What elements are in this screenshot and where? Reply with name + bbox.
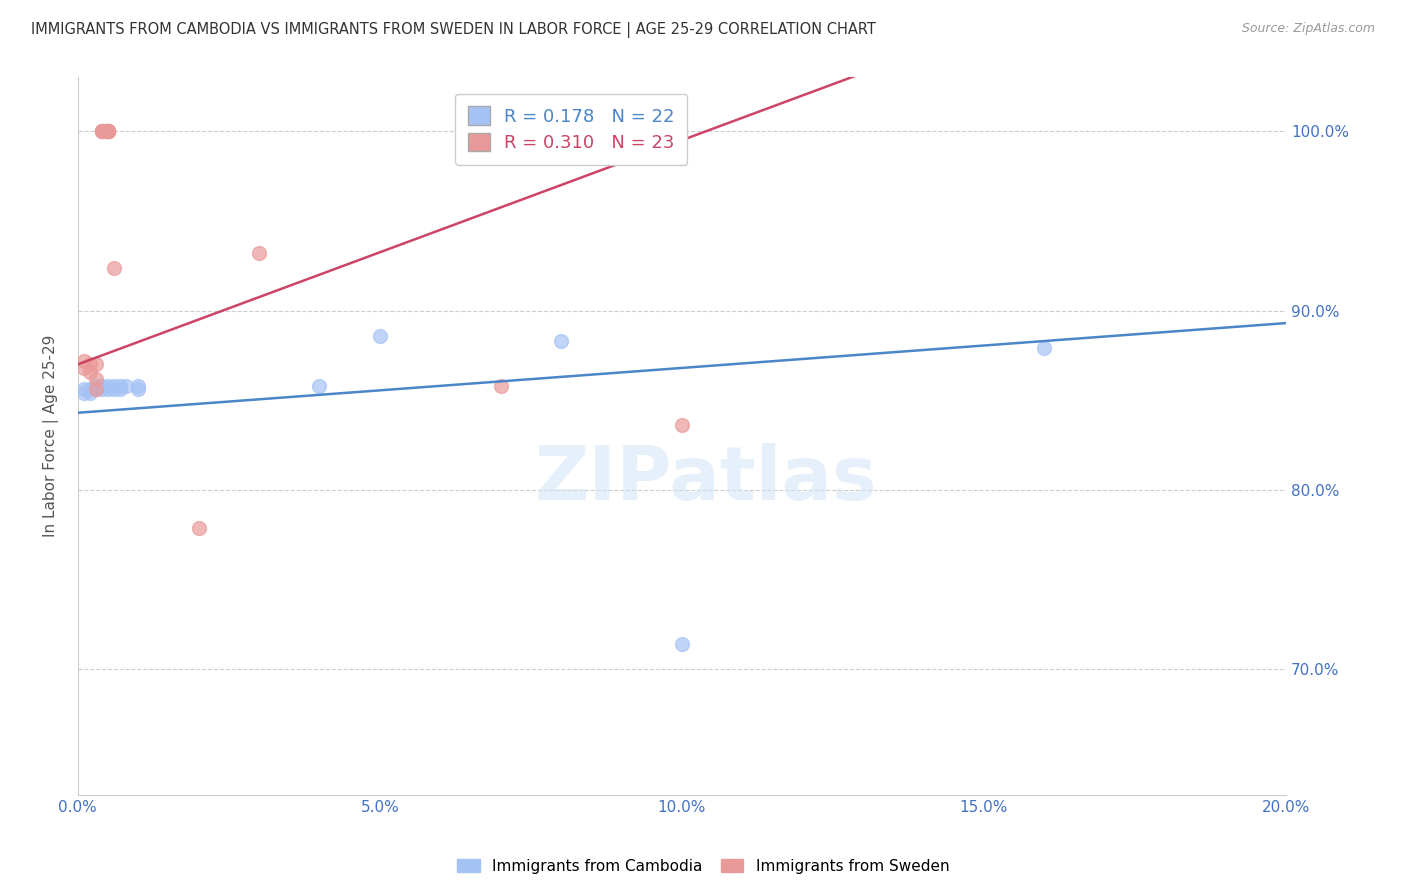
Point bbox=[489, 379, 512, 393]
Point bbox=[84, 383, 107, 397]
Point bbox=[671, 418, 693, 433]
Point bbox=[97, 383, 120, 397]
Point bbox=[97, 124, 120, 138]
Point bbox=[308, 379, 330, 393]
Point bbox=[187, 520, 209, 534]
Point bbox=[79, 364, 101, 378]
Point bbox=[79, 383, 101, 397]
Point bbox=[97, 379, 120, 393]
Point bbox=[91, 379, 114, 393]
Point bbox=[108, 379, 131, 393]
Point bbox=[103, 383, 125, 397]
Point bbox=[97, 124, 120, 138]
Legend: Immigrants from Cambodia, Immigrants from Sweden: Immigrants from Cambodia, Immigrants fro… bbox=[450, 853, 956, 880]
Point bbox=[73, 386, 96, 401]
Point bbox=[91, 124, 114, 138]
Text: ZIPatlas: ZIPatlas bbox=[534, 442, 877, 516]
Point bbox=[108, 383, 131, 397]
Point bbox=[368, 328, 391, 343]
Point bbox=[247, 246, 270, 260]
Point bbox=[97, 124, 120, 138]
Point bbox=[73, 383, 96, 397]
Point bbox=[550, 334, 572, 348]
Point bbox=[84, 372, 107, 386]
Point bbox=[91, 124, 114, 138]
Point bbox=[127, 379, 149, 393]
Point bbox=[91, 124, 114, 138]
Point bbox=[73, 353, 96, 368]
Point bbox=[97, 124, 120, 138]
Text: IMMIGRANTS FROM CAMBODIA VS IMMIGRANTS FROM SWEDEN IN LABOR FORCE | AGE 25-29 CO: IMMIGRANTS FROM CAMBODIA VS IMMIGRANTS F… bbox=[31, 22, 876, 38]
Y-axis label: In Labor Force | Age 25-29: In Labor Force | Age 25-29 bbox=[44, 334, 59, 537]
Point bbox=[79, 357, 101, 371]
Point bbox=[97, 124, 120, 138]
Point bbox=[73, 360, 96, 375]
Point bbox=[671, 637, 693, 651]
Point bbox=[97, 124, 120, 138]
Point bbox=[127, 383, 149, 397]
Point bbox=[91, 124, 114, 138]
Point bbox=[115, 379, 138, 393]
Point bbox=[97, 124, 120, 138]
Point bbox=[84, 357, 107, 371]
Point bbox=[79, 386, 101, 401]
Point bbox=[103, 379, 125, 393]
Point bbox=[84, 379, 107, 393]
Point bbox=[1033, 341, 1056, 355]
Point bbox=[84, 383, 107, 397]
Legend: R = 0.178   N = 22, R = 0.310   N = 23: R = 0.178 N = 22, R = 0.310 N = 23 bbox=[456, 94, 688, 165]
Text: Source: ZipAtlas.com: Source: ZipAtlas.com bbox=[1241, 22, 1375, 36]
Point bbox=[103, 260, 125, 275]
Point bbox=[91, 383, 114, 397]
